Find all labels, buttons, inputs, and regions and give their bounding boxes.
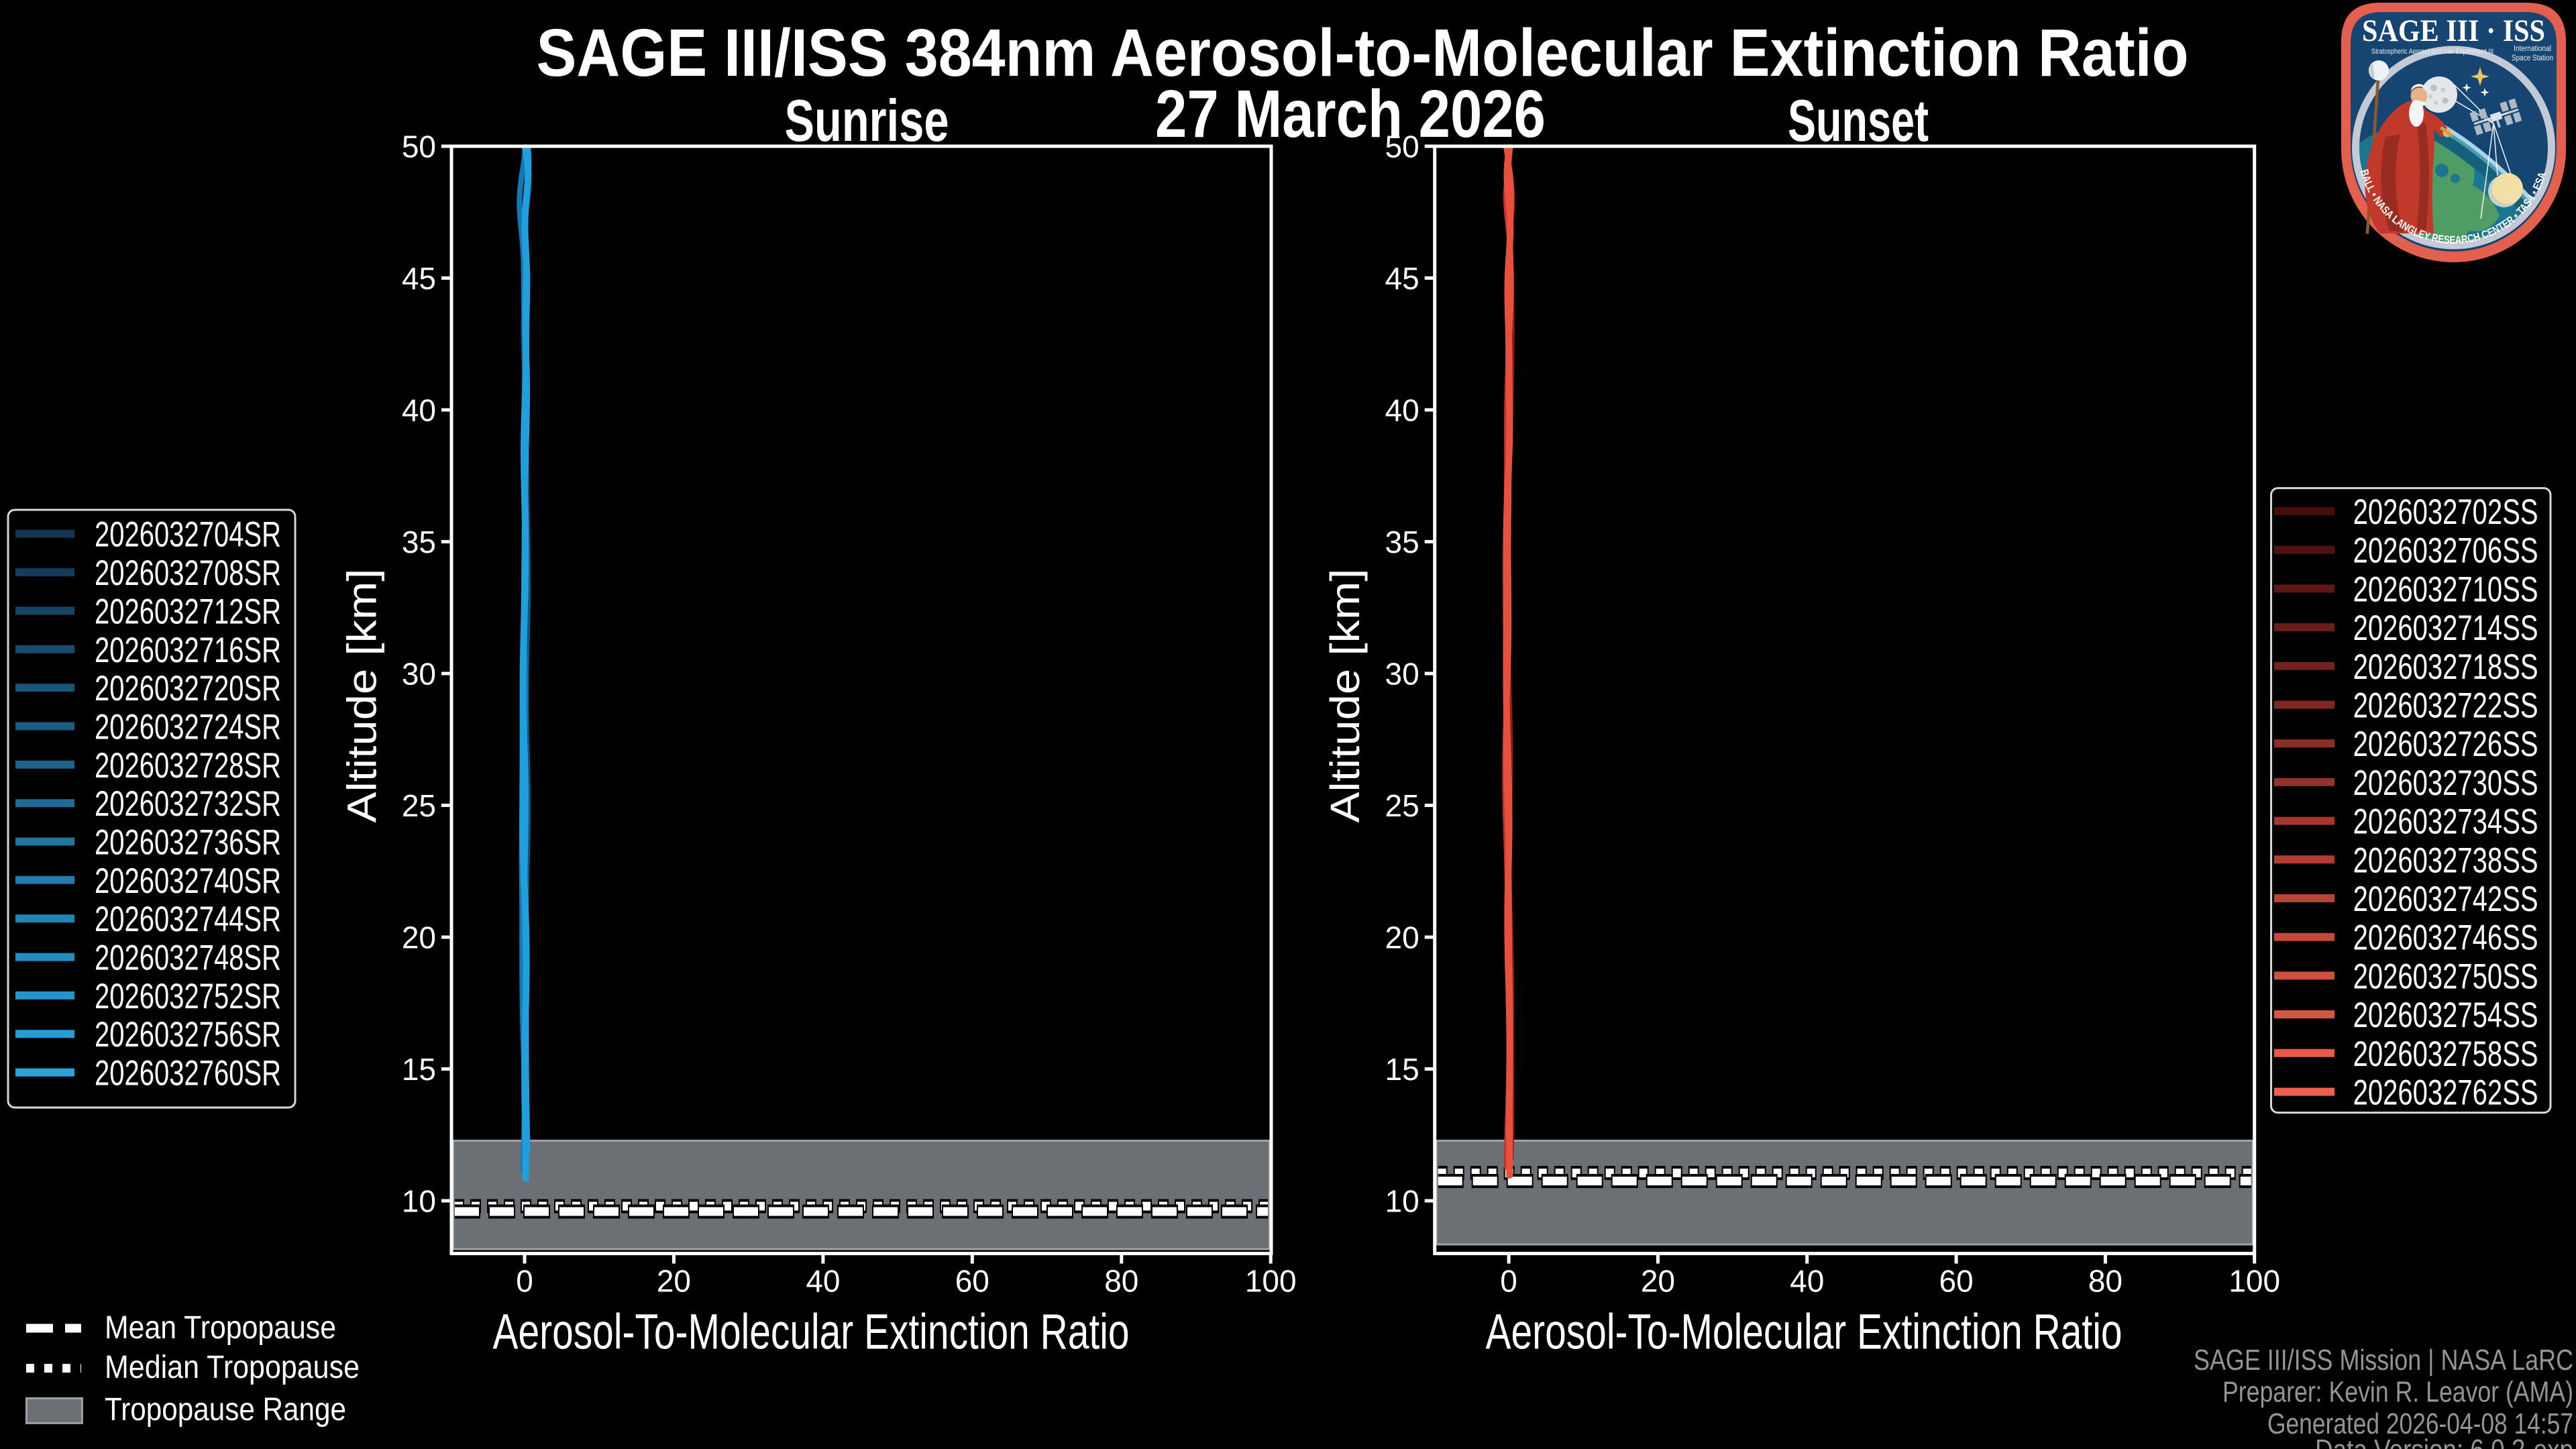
svg-text:27 March 2026: 27 March 2026: [1155, 76, 1546, 152]
svg-text:2026032748SR: 2026032748SR: [95, 938, 281, 978]
svg-text:35: 35: [1385, 525, 1419, 559]
svg-text:20: 20: [1385, 920, 1419, 955]
svg-text:2026032706SS: 2026032706SS: [2353, 531, 2538, 571]
svg-text:40: 40: [806, 1263, 840, 1298]
svg-text:2026032726SS: 2026032726SS: [2353, 724, 2538, 764]
svg-text:40: 40: [1790, 1263, 1824, 1298]
svg-text:20: 20: [657, 1263, 691, 1298]
svg-text:2026032718SS: 2026032718SS: [2353, 647, 2538, 687]
svg-text:2026032742SS: 2026032742SS: [2353, 879, 2538, 919]
svg-text:35: 35: [402, 525, 436, 559]
svg-text:2026032710SS: 2026032710SS: [2353, 570, 2538, 609]
svg-text:Mean Tropopause: Mean Tropopause: [105, 1310, 336, 1346]
svg-text:20: 20: [402, 920, 436, 955]
svg-text:30: 30: [1385, 657, 1419, 692]
svg-text:15: 15: [402, 1052, 436, 1087]
svg-text:2026032712SR: 2026032712SR: [95, 592, 281, 631]
svg-text:20: 20: [1641, 1263, 1675, 1298]
svg-text:100: 100: [1245, 1263, 1297, 1298]
svg-text:50: 50: [402, 129, 436, 164]
svg-text:2026032722SS: 2026032722SS: [2353, 686, 2538, 726]
svg-text:Tropopause Range: Tropopause Range: [105, 1392, 346, 1428]
svg-text:2026032724SR: 2026032724SR: [95, 708, 281, 747]
svg-text:2026032746SS: 2026032746SS: [2353, 918, 2538, 958]
svg-text:2026032704SR: 2026032704SR: [95, 515, 281, 555]
svg-text:2026032756SR: 2026032756SR: [95, 1015, 281, 1055]
svg-text:SAGE III/ISS Mission | NASA La: SAGE III/ISS Mission | NASA LaRC: [2194, 1344, 2573, 1377]
svg-text:2026032750SS: 2026032750SS: [2353, 957, 2538, 996]
svg-text:2026032738SS: 2026032738SS: [2353, 841, 2538, 880]
svg-text:25: 25: [402, 788, 436, 823]
svg-text:International: International: [2514, 45, 2551, 53]
svg-text:2026032740SR: 2026032740SR: [95, 861, 281, 901]
svg-text:45: 45: [1385, 261, 1419, 296]
svg-text:2026032760SR: 2026032760SR: [95, 1054, 281, 1093]
svg-text:40: 40: [1385, 393, 1419, 428]
svg-text:Aerosol-To-Molecular Extinctio: Aerosol-To-Molecular Extinction Ratio: [1486, 1304, 2123, 1360]
svg-text:40: 40: [402, 393, 436, 428]
svg-text:SAGE III · ISS: SAGE III · ISS: [2362, 13, 2545, 48]
svg-text:Aerosol-To-Molecular Extinctio: Aerosol-To-Molecular Extinction Ratio: [493, 1304, 1130, 1360]
svg-text:SAGE III/ISS 384nm Aerosol-to-: SAGE III/ISS 384nm Aerosol-to-Molecular …: [537, 15, 2189, 91]
svg-text:15: 15: [1385, 1052, 1419, 1087]
svg-text:60: 60: [1939, 1263, 1974, 1298]
svg-text:Altitude [km]: Altitude [km]: [1322, 569, 1368, 823]
svg-text:0: 0: [516, 1263, 533, 1298]
svg-text:2026032744SR: 2026032744SR: [95, 900, 281, 939]
svg-text:2026032702SS: 2026032702SS: [2353, 492, 2538, 532]
svg-text:10: 10: [1385, 1184, 1419, 1219]
svg-text:2026032734SS: 2026032734SS: [2353, 802, 2538, 842]
svg-text:Preparer: Kevin R. Leavor (AMA: Preparer: Kevin R. Leavor (AMA): [2222, 1376, 2573, 1409]
svg-text:Stratospheric Aerosol and Gas: Stratospheric Aerosol and Gas Experiment…: [2371, 48, 2493, 56]
svg-text:2026032762SS: 2026032762SS: [2353, 1073, 2538, 1113]
svg-text:2026032708SR: 2026032708SR: [95, 553, 281, 593]
svg-text:2026032720SR: 2026032720SR: [95, 669, 281, 708]
svg-text:2026032758SS: 2026032758SS: [2353, 1034, 2538, 1074]
svg-text:Altitude [km]: Altitude [km]: [339, 569, 385, 823]
svg-text:2026032728SR: 2026032728SR: [95, 746, 281, 786]
svg-text:Median Tropopause: Median Tropopause: [105, 1350, 360, 1385]
svg-text:2026032730SS: 2026032730SS: [2353, 763, 2538, 803]
svg-text:25: 25: [1385, 788, 1419, 823]
svg-text:2026032714SS: 2026032714SS: [2353, 608, 2538, 648]
svg-text:Generated 2026-04-08 14:57: Generated 2026-04-08 14:57: [2267, 1407, 2573, 1440]
svg-text:2026032716SR: 2026032716SR: [95, 631, 281, 670]
svg-text:Sunset: Sunset: [1788, 87, 1929, 154]
svg-text:0: 0: [1500, 1263, 1517, 1298]
svg-text:Data Version: 6.0.2-exp: Data Version: 6.0.2-exp: [2315, 1434, 2573, 1449]
svg-text:Space Station: Space Station: [2512, 54, 2553, 62]
svg-text:60: 60: [955, 1263, 989, 1298]
svg-text:2026032754SS: 2026032754SS: [2353, 996, 2538, 1035]
svg-text:30: 30: [402, 657, 436, 692]
svg-text:80: 80: [1104, 1263, 1138, 1298]
svg-text:2026032752SR: 2026032752SR: [95, 977, 281, 1016]
svg-text:2026032732SR: 2026032732SR: [95, 784, 281, 824]
svg-text:100: 100: [2229, 1263, 2280, 1298]
svg-text:80: 80: [2088, 1263, 2123, 1298]
svg-text:Sunrise: Sunrise: [785, 87, 949, 154]
svg-text:45: 45: [402, 261, 436, 296]
svg-text:10: 10: [402, 1184, 436, 1219]
svg-text:2026032736SR: 2026032736SR: [95, 823, 281, 863]
svg-text:50: 50: [1385, 129, 1419, 164]
